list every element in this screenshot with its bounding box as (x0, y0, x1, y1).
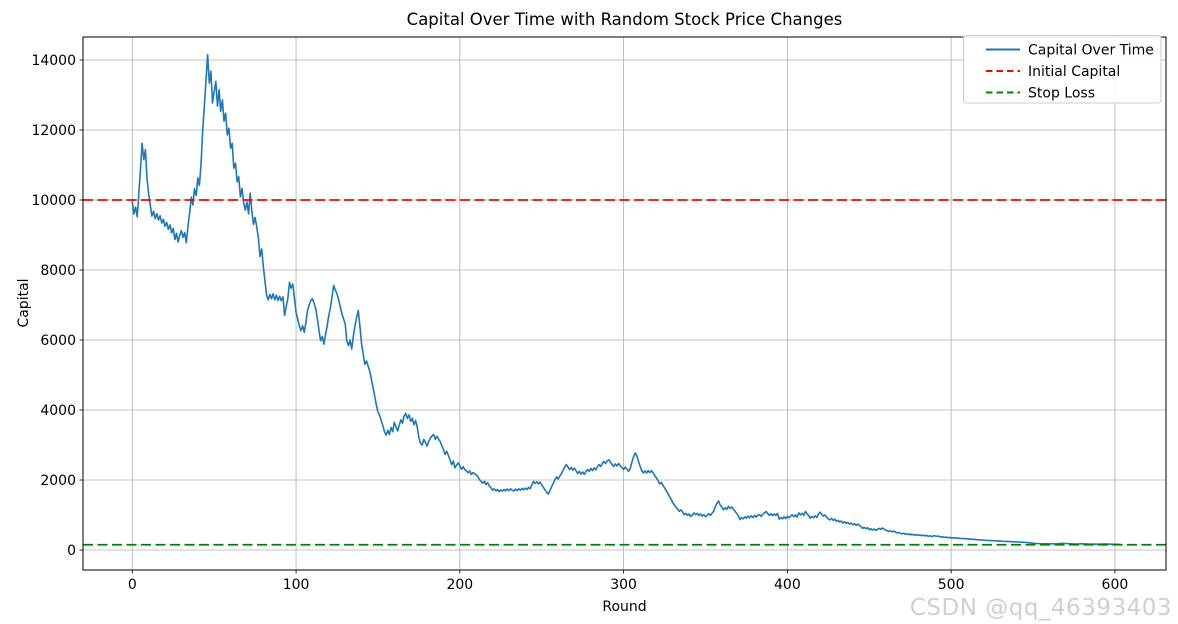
y-tick-label: 10000 (31, 193, 76, 209)
capital-line (131, 53, 1121, 546)
x-tick-label: 300 (610, 577, 637, 593)
chart-title: Capital Over Time with Random Stock Pric… (407, 10, 843, 29)
y-tick-label: 14000 (31, 53, 76, 69)
y-axis-label: Capital (16, 278, 32, 327)
x-tick-label: 0 (128, 577, 137, 593)
x-tick-label: 200 (446, 577, 473, 593)
x-tick-label: 400 (774, 577, 801, 593)
y-tick-label: 6000 (40, 333, 76, 349)
x-axis-label: Round (602, 599, 646, 615)
plot-border (82, 36, 1167, 571)
legend-box (963, 35, 1162, 104)
y-tick-label: 8000 (40, 263, 76, 279)
x-tick-label: 500 (938, 577, 965, 593)
x-tick-label: 600 (1102, 577, 1129, 593)
y-tick-label: 2000 (40, 473, 76, 489)
y-tick-label: 4000 (40, 403, 76, 419)
legend-label: Initial Capital (1028, 64, 1120, 80)
legend-label: Stop Loss (1028, 86, 1095, 102)
legend-label: Capital Over Time (1028, 43, 1154, 59)
y-tick-label: 0 (67, 543, 76, 559)
y-tick-label: 12000 (31, 123, 76, 139)
x-tick-label: 100 (283, 577, 310, 593)
